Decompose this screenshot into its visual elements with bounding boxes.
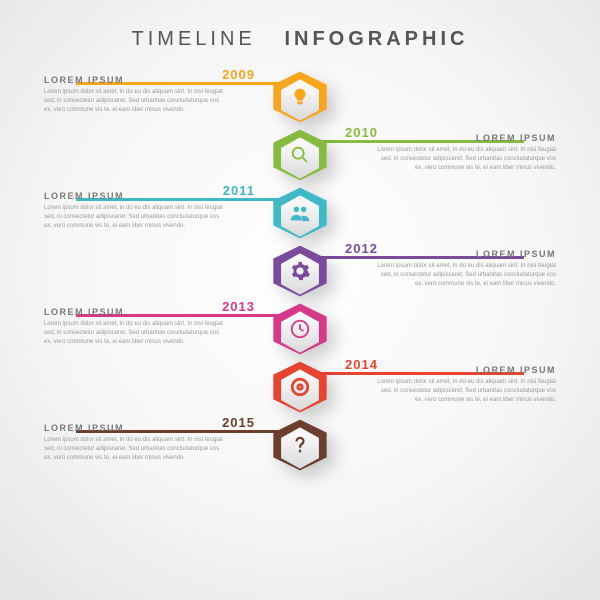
hexagon-node bbox=[269, 186, 331, 240]
clock-icon bbox=[289, 318, 311, 340]
year-label: 2013 bbox=[222, 299, 255, 314]
item-body: Lorem ipsum dolor sit amet, in do eu dis… bbox=[376, 146, 556, 173]
hexagon-node bbox=[269, 70, 331, 124]
timeline-item: 2009 LOREM IPSUM Lorem ipsum dolor sit ame… bbox=[0, 70, 600, 132]
item-body: Lorem ipsum dolor sit amet, in do eu dis… bbox=[44, 204, 224, 231]
item-body: Lorem ipsum dolor sit amet, in do eu dis… bbox=[376, 262, 556, 289]
timeline-item: 2014 LOREM IPSUM Lorem ipsum dolor sit ame… bbox=[0, 360, 600, 422]
hexagon-node bbox=[269, 128, 331, 182]
year-label: 2011 bbox=[223, 183, 255, 198]
page-title: TIMELINE INFOGRAPHIC bbox=[0, 0, 600, 51]
item-body: Lorem ipsum dolor sit amet, in do eu dis… bbox=[44, 320, 224, 347]
item-body: Lorem ipsum dolor sit amet, in do eu dis… bbox=[376, 378, 556, 405]
hexagon-node bbox=[269, 418, 331, 472]
bulb-icon bbox=[289, 86, 311, 108]
timeline-item: 2013 LOREM IPSUM Lorem ipsum dolor sit ame… bbox=[0, 302, 600, 364]
people-icon bbox=[289, 202, 311, 224]
item-heading: LOREM IPSUM bbox=[44, 191, 124, 201]
item-heading: LOREM IPSUM bbox=[44, 307, 124, 317]
search-icon bbox=[289, 144, 311, 166]
item-heading: LOREM IPSUM bbox=[44, 423, 124, 433]
item-body: Lorem ipsum dolor sit amet, in do eu dis… bbox=[44, 88, 224, 115]
item-heading: LOREM IPSUM bbox=[44, 75, 124, 85]
gear-icon bbox=[289, 260, 311, 282]
year-label: 2015 bbox=[222, 415, 255, 430]
item-heading: LOREM IPSUM bbox=[476, 133, 556, 143]
hexagon-node bbox=[269, 360, 331, 414]
item-body: Lorem ipsum dolor sit amet, in do eu dis… bbox=[44, 436, 224, 463]
item-heading: LOREM IPSUM bbox=[476, 365, 556, 375]
year-label: 2012 bbox=[345, 241, 378, 256]
year-label: 2009 bbox=[222, 67, 255, 82]
timeline-item: 2015 LOREM IPSUM Lorem ipsum dolor sit ame… bbox=[0, 418, 600, 480]
hexagon-node bbox=[269, 244, 331, 298]
title-right: INFOGRAPHIC bbox=[284, 28, 468, 50]
question-icon bbox=[289, 434, 311, 456]
title-left: TIMELINE bbox=[132, 28, 256, 50]
timeline-item: 2010 LOREM IPSUM Lorem ipsum dolor sit ame… bbox=[0, 128, 600, 190]
year-label: 2010 bbox=[345, 125, 378, 140]
timeline-item: 2011 LOREM IPSUM Lorem ipsum dolor sit ame… bbox=[0, 186, 600, 248]
hexagon-node bbox=[269, 302, 331, 356]
year-label: 2014 bbox=[345, 357, 378, 372]
item-heading: LOREM IPSUM bbox=[476, 249, 556, 259]
timeline-item: 2012 LOREM IPSUM Lorem ipsum dolor sit ame… bbox=[0, 244, 600, 306]
target-icon bbox=[289, 376, 311, 398]
